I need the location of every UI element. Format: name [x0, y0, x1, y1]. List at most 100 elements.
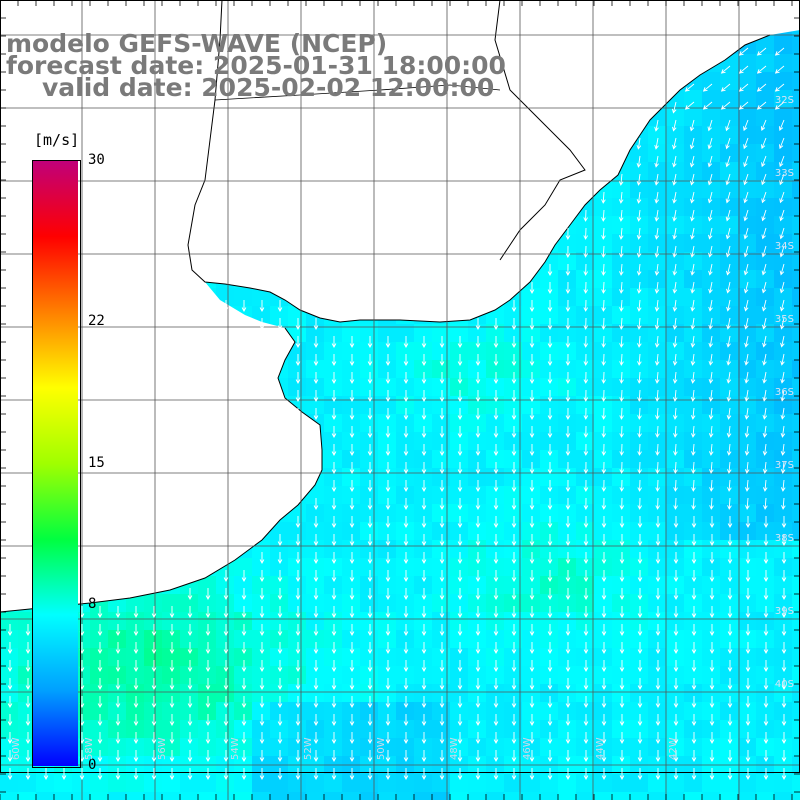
latitude-label: 33S — [774, 168, 794, 179]
wind-cell — [720, 468, 738, 486]
wind-cell — [666, 360, 684, 378]
wind-cell — [756, 324, 774, 342]
wind-cell — [756, 378, 774, 396]
latitude-label: 40S — [774, 679, 794, 690]
wind-cell — [630, 324, 648, 342]
wind-cell — [486, 342, 504, 360]
wind-cell — [756, 342, 774, 360]
wind-cell — [648, 162, 666, 180]
wind-cell — [450, 450, 468, 468]
wind-cell — [720, 396, 738, 414]
wind-cell — [576, 504, 594, 522]
wind-cell — [630, 198, 648, 216]
wind-cell — [306, 558, 324, 576]
wind-cell — [558, 270, 576, 288]
wind-cell — [594, 198, 612, 216]
wind-cell — [774, 108, 792, 126]
wind-cell — [558, 252, 576, 270]
wind-cell — [216, 792, 234, 800]
wind-cell — [540, 432, 558, 450]
wind-cell — [342, 378, 360, 396]
wind-cell — [594, 306, 612, 324]
wind-cell — [612, 306, 630, 324]
wind-cell — [648, 342, 666, 360]
wind-cell — [414, 450, 432, 468]
wind-cell — [756, 162, 774, 180]
wind-cell — [378, 432, 396, 450]
longitude-label: 46W — [522, 737, 533, 760]
wind-cell — [540, 792, 558, 800]
wind-cell — [792, 738, 800, 756]
wind-cell — [288, 378, 306, 396]
wind-cell — [504, 414, 522, 432]
wind-cell — [702, 378, 720, 396]
wind-cell — [486, 396, 504, 414]
wind-cell — [630, 144, 648, 162]
wind-cell — [792, 540, 800, 558]
wind-cell — [468, 450, 486, 468]
wind-cell — [486, 486, 504, 504]
wind-cell — [702, 234, 720, 252]
wind-cell — [324, 504, 342, 522]
wind-cell — [540, 360, 558, 378]
wind-cell — [720, 126, 738, 144]
wind-cell — [684, 90, 702, 108]
wind-cell — [342, 414, 360, 432]
wind-cell — [486, 378, 504, 396]
wind-cell — [324, 396, 342, 414]
wind-cell — [720, 216, 738, 234]
wind-cell — [756, 198, 774, 216]
wind-cell — [738, 306, 756, 324]
wind-cell — [720, 324, 738, 342]
wind-cell — [738, 504, 756, 522]
wind-cell — [504, 792, 522, 800]
wind-cell — [324, 324, 342, 342]
wind-cell — [612, 252, 630, 270]
wind-cell — [468, 360, 486, 378]
wind-cell — [396, 342, 414, 360]
wind-cell — [342, 486, 360, 504]
longitude-label: 50W — [376, 737, 387, 760]
wind-cell — [270, 792, 288, 800]
wind-cell — [702, 252, 720, 270]
wind-cell — [792, 414, 800, 432]
wind-cell — [648, 252, 666, 270]
wind-cell — [306, 504, 324, 522]
wind-cell — [720, 72, 738, 90]
wind-cell — [414, 522, 432, 540]
wind-cell — [702, 342, 720, 360]
wind-cell — [234, 288, 252, 306]
wind-cell — [504, 342, 522, 360]
wind-cell — [450, 540, 468, 558]
wind-cell — [738, 288, 756, 306]
wind-cell — [378, 486, 396, 504]
wind-cell — [468, 468, 486, 486]
wind-cell — [378, 324, 396, 342]
wind-cell — [774, 72, 792, 90]
wind-cell — [648, 486, 666, 504]
wind-cell — [594, 342, 612, 360]
wind-cell — [360, 522, 378, 540]
wind-cell — [612, 414, 630, 432]
wind-cell — [414, 504, 432, 522]
wind-cell — [594, 234, 612, 252]
wind-cell — [324, 558, 342, 576]
wind-cell — [684, 378, 702, 396]
wind-cell — [738, 324, 756, 342]
wind-cell — [360, 558, 378, 576]
wind-cell — [756, 252, 774, 270]
wind-cell — [396, 486, 414, 504]
wind-cell — [648, 414, 666, 432]
wind-cell — [630, 180, 648, 198]
wind-cell — [396, 468, 414, 486]
wind-cell — [756, 36, 774, 54]
wind-cell — [432, 414, 450, 432]
wind-cell — [360, 792, 378, 800]
wind-cell — [648, 792, 666, 800]
wind-cell — [342, 504, 360, 522]
wind-cell — [576, 450, 594, 468]
wind-cell — [468, 342, 486, 360]
wind-cell — [702, 270, 720, 288]
wind-cell — [558, 522, 576, 540]
wind-cell — [792, 234, 800, 252]
